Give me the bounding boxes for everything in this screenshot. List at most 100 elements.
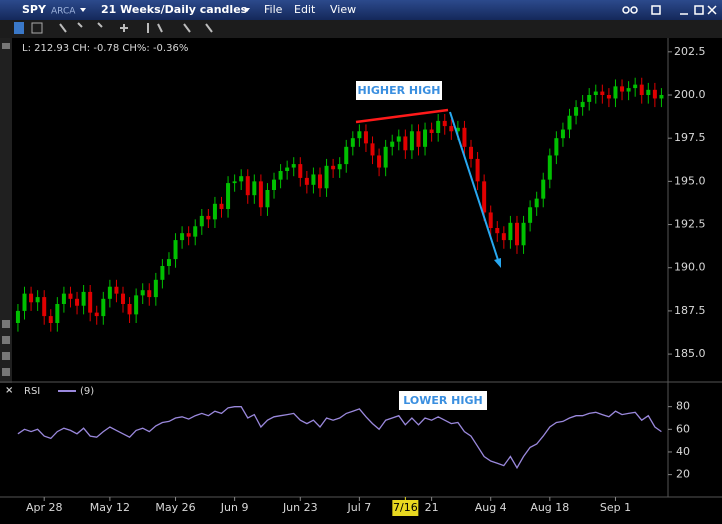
x-tick-label: Jul 7: [346, 501, 371, 514]
candle-body: [140, 290, 145, 296]
menu-view[interactable]: View: [330, 3, 356, 16]
legend-label: (9): [80, 386, 94, 397]
candle-body: [75, 298, 80, 306]
x-tick-label: May 12: [90, 501, 130, 514]
x-tick-label: Jun 9: [220, 501, 249, 514]
candle-body: [475, 158, 480, 182]
candle-body: [324, 165, 329, 189]
candle-body: [101, 298, 106, 317]
candle-body: [199, 215, 204, 227]
candle-body: [331, 165, 336, 170]
y-tick-label: 187.5: [674, 304, 706, 317]
rsi-line: [17, 406, 662, 470]
candle-body: [495, 228, 500, 234]
candle-body: [48, 316, 53, 323]
candle-body: [646, 89, 651, 95]
candle-body: [383, 146, 388, 168]
candle-body: [560, 129, 565, 139]
candle-body: [258, 181, 263, 208]
candle-body: [462, 127, 467, 147]
x-tick-label: Sep 1: [600, 501, 631, 514]
close-icon[interactable]: ×: [5, 385, 13, 396]
arrow-head: [494, 258, 501, 268]
exchange: ARCA: [51, 7, 76, 17]
menu-file[interactable]: File: [264, 3, 283, 16]
candle-body: [153, 279, 158, 298]
indicator-title: RSI: [24, 386, 40, 397]
candle-body: [337, 164, 342, 170]
candle-body: [350, 138, 355, 147]
candle-body: [449, 126, 454, 132]
candle-body: [212, 203, 217, 220]
candle-body: [639, 84, 644, 95]
candle-body: [521, 222, 526, 246]
candle-body: [409, 131, 414, 151]
candle-body: [659, 95, 664, 99]
candle-body: [363, 131, 368, 144]
side-icons[interactable]: [2, 43, 10, 376]
candle-body: [606, 95, 611, 99]
candle-body: [68, 293, 73, 299]
candle-body: [580, 101, 585, 108]
candle-body: [344, 146, 349, 165]
dropdown-icon[interactable]: [80, 8, 86, 12]
candle-body: [239, 176, 244, 182]
candle-body: [370, 143, 375, 156]
candle-body: [245, 176, 250, 196]
timeframe[interactable]: 21 Weeks/Daily candles: [101, 3, 248, 16]
dropdown-icon[interactable]: [244, 8, 250, 12]
window-controls[interactable]: [622, 5, 717, 15]
candle-body: [311, 174, 316, 185]
annotation-box: [356, 81, 442, 100]
candle-body: [317, 174, 322, 189]
candle-body: [206, 215, 211, 220]
candle-body: [508, 222, 513, 241]
cursor-label: 7/16: [393, 501, 418, 514]
candle-body: [554, 138, 559, 156]
y-tick-label: 40: [676, 445, 690, 458]
candle-body: [501, 233, 506, 241]
y-tick-label: 185.0: [674, 347, 706, 360]
candle-body: [298, 164, 303, 178]
candle-body: [291, 164, 296, 168]
symbol[interactable]: SPY: [22, 3, 47, 16]
candle-body: [541, 179, 546, 199]
toolbar-icons[interactable]: [14, 22, 213, 34]
candle-body: [219, 203, 224, 209]
trend-arrow: [449, 111, 499, 261]
menu-edit[interactable]: Edit: [294, 3, 316, 16]
candle-body: [226, 183, 231, 209]
candle-body: [403, 136, 408, 151]
candle-body: [193, 226, 198, 237]
candle-body: [587, 95, 592, 102]
candle-body: [613, 86, 618, 99]
title-bar: [0, 0, 722, 20]
x-tick-label: Jun 23: [282, 501, 318, 514]
candle-body: [482, 181, 487, 213]
annotation-box: [399, 391, 487, 410]
x-tick-label: Aug 18: [530, 501, 569, 514]
candle-body: [252, 181, 257, 196]
candle-body: [442, 120, 447, 127]
candle-body: [35, 297, 40, 303]
candle-body: [423, 129, 428, 147]
y-tick-label: 80: [676, 400, 690, 413]
candle-body: [180, 233, 185, 241]
candle-body: [488, 212, 493, 228]
candle-body: [304, 177, 309, 185]
candle-body: [22, 293, 27, 311]
candle-body: [272, 179, 277, 190]
candle-body: [107, 286, 112, 299]
candle-body: [416, 131, 421, 147]
x-tick-label: May 26: [155, 501, 195, 514]
candle-body: [357, 131, 362, 139]
y-tick-label: 197.5: [674, 131, 706, 144]
candle-body: [455, 127, 460, 132]
candle-body: [390, 141, 395, 147]
candle-body: [94, 312, 99, 317]
x-tick-label: 21: [425, 501, 439, 514]
y-tick-label: 202.5: [674, 45, 706, 58]
candle-body: [88, 291, 93, 313]
y-tick-label: 200.0: [674, 88, 706, 101]
